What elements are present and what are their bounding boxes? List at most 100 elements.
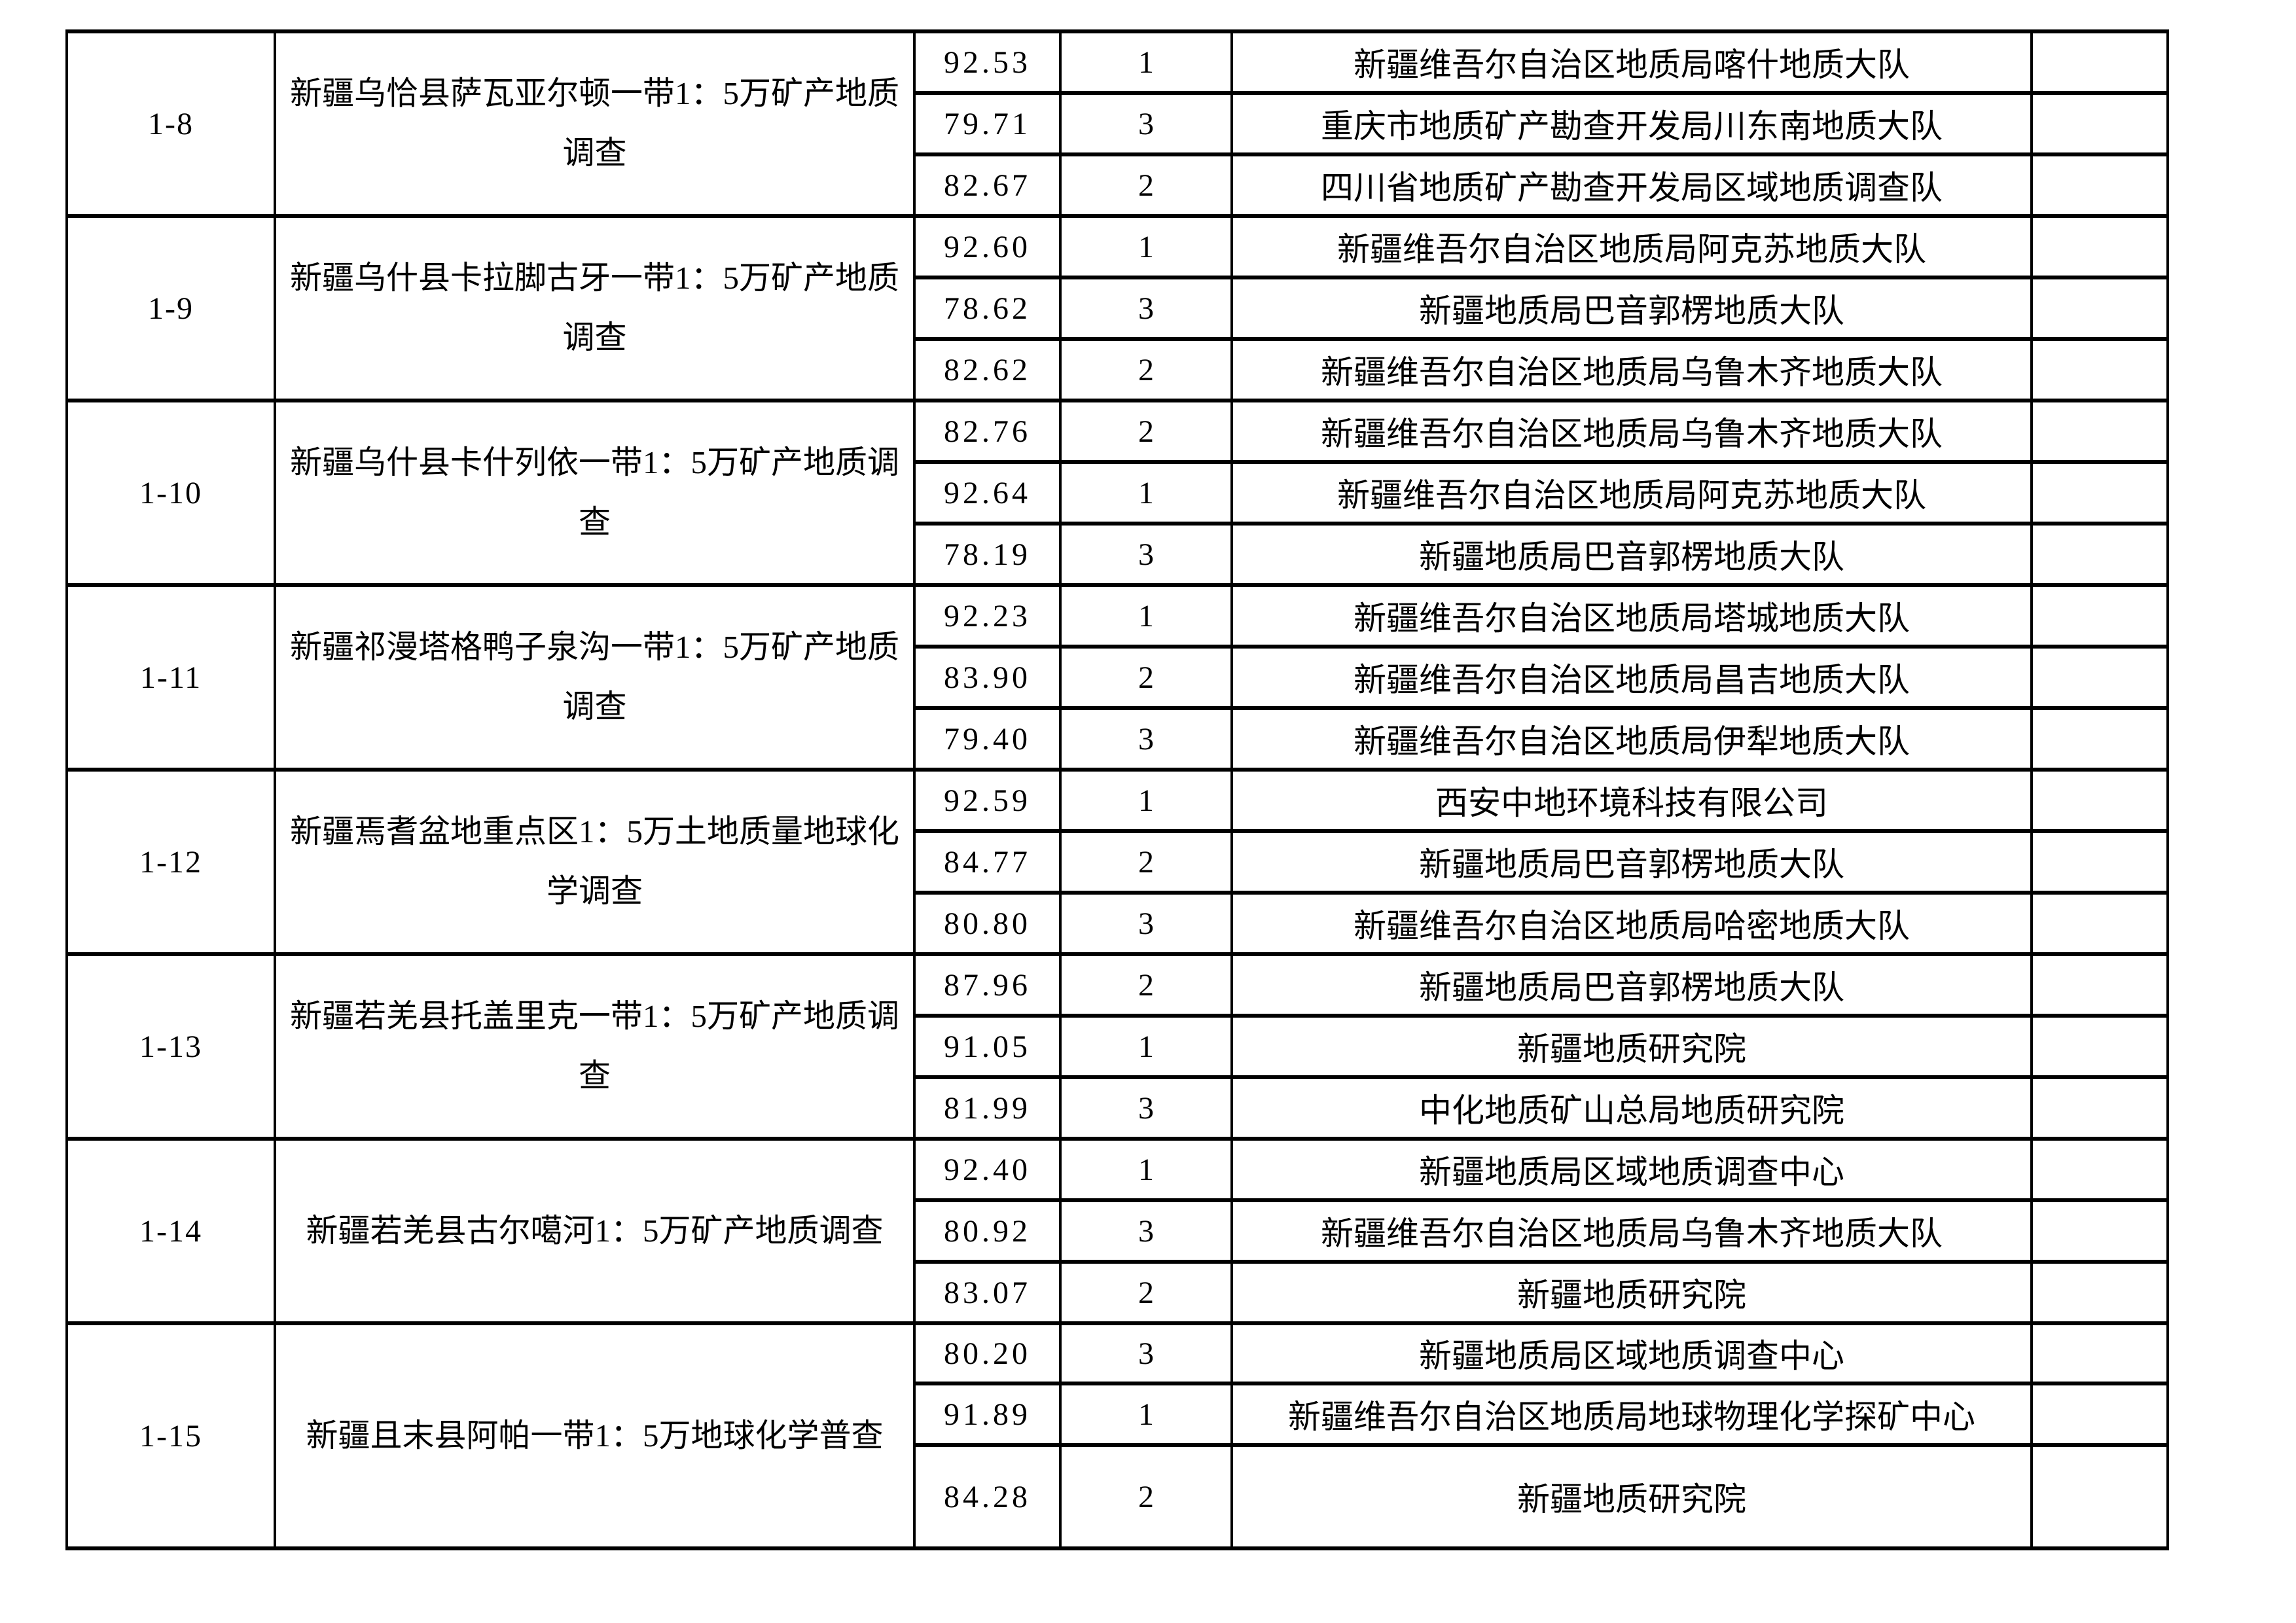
table-row: 79.71 3 重庆市地质矿产勘查开发局川东南地质大队 <box>67 91 2169 156</box>
remark-cell <box>2030 29 2169 95</box>
rank-cell: 1 <box>1059 460 1233 526</box>
table-row: 83.90 2 新疆维吾尔自治区地质局昌吉地质大队 <box>67 645 2169 710</box>
remark-cell <box>2030 522 2169 587</box>
rank-cell: 2 <box>1059 645 1233 710</box>
table-row: 91.89 1 新疆维吾尔自治区地质局地球物理化学探矿中心 <box>67 1382 2169 1447</box>
rank-cell: 3 <box>1059 276 1233 341</box>
remark-cell <box>2030 1198 2169 1264</box>
score-cell: 92.64 <box>913 460 1062 526</box>
table-row: 79.40 3 新疆维吾尔自治区地质局伊犁地质大队 <box>67 706 2169 772</box>
organization-cell: 新疆维吾尔自治区地质局昌吉地质大队 <box>1230 645 2033 710</box>
rank-cell: 1 <box>1059 1014 1233 1079</box>
score-cell: 91.89 <box>913 1382 1062 1447</box>
score-cell: 79.40 <box>913 706 1062 772</box>
table-row: 1-14 新疆若羌县古尔噶河1：5万矿产地质调查 92.40 1 新疆地质局区域… <box>65 1137 2169 1325</box>
table-row: 92.64 1 新疆维吾尔自治区地质局阿克苏地质大队 <box>67 460 2169 526</box>
score-cell: 91.05 <box>913 1014 1062 1079</box>
project-id-cell: 1-12 <box>65 768 276 956</box>
score-cell: 83.07 <box>913 1260 1062 1325</box>
table-row: 84.28 2 新疆地质研究院 <box>67 1443 2169 1550</box>
remark-cell <box>2030 152 2169 218</box>
remark-cell <box>2030 583 2169 649</box>
project-name-cell: 新疆若羌县古尔噶河1：5万矿产地质调查 <box>274 1137 916 1325</box>
score-cell: 92.59 <box>913 768 1062 833</box>
organization-cell: 新疆地质研究院 <box>1230 1443 2033 1550</box>
remark-cell <box>2030 768 2169 833</box>
rank-cell: 3 <box>1059 522 1233 587</box>
organization-cell: 新疆维吾尔自治区地质局哈密地质大队 <box>1230 891 2033 956</box>
project-name-cell: 新疆乌恰县萨瓦亚尔顿一带1：5万矿产地质调查 <box>274 29 916 218</box>
score-cell: 79.71 <box>913 91 1062 156</box>
table-row: 78.62 3 新疆地质局巴音郭楞地质大队 <box>67 276 2169 341</box>
rank-cell: 2 <box>1059 1260 1233 1325</box>
organization-cell: 新疆维吾尔自治区地质局乌鲁木齐地质大队 <box>1230 399 2033 464</box>
organization-cell: 四川省地质矿产勘查开发局区域地质调查队 <box>1230 152 2033 218</box>
remark-cell <box>2030 214 2169 279</box>
project-id-cell: 1-10 <box>65 399 276 587</box>
table-row: 81.99 3 中化地质矿山总局地质研究院 <box>67 1075 2169 1141</box>
organization-cell: 新疆维吾尔自治区地质局乌鲁木齐地质大队 <box>1230 1198 2033 1264</box>
project-name-cell: 新疆祁漫塔格鸭子泉沟一带1：5万矿产地质调查 <box>274 583 916 772</box>
rank-cell: 3 <box>1059 1198 1233 1264</box>
table-row: 1-10 新疆乌什县卡什列依一带1：5万矿产地质调查 82.76 2 新疆维吾尔… <box>65 399 2169 587</box>
rank-cell: 3 <box>1059 1075 1233 1141</box>
table-row: 1-8 新疆乌恰县萨瓦亚尔顿一带1：5万矿产地质调查 92.53 1 新疆维吾尔… <box>65 29 2169 218</box>
remark-cell <box>2030 1382 2169 1447</box>
rank-cell: 2 <box>1059 337 1233 402</box>
remark-cell <box>2030 399 2169 464</box>
remark-cell <box>2030 337 2169 402</box>
project-id-cell: 1-14 <box>65 1137 276 1325</box>
rank-cell: 3 <box>1059 91 1233 156</box>
score-cell: 84.28 <box>913 1443 1062 1550</box>
remark-cell <box>2030 91 2169 156</box>
rank-cell: 2 <box>1059 1443 1233 1550</box>
organization-cell: 重庆市地质矿产勘查开发局川东南地质大队 <box>1230 91 2033 156</box>
rank-cell: 1 <box>1059 1137 1233 1202</box>
table-row: 80.92 3 新疆维吾尔自治区地质局乌鲁木齐地质大队 <box>67 1198 2169 1264</box>
remark-cell <box>2030 460 2169 526</box>
remark-cell <box>2030 891 2169 956</box>
project-name-cell: 新疆焉耆盆地重点区1：5万土地质量地球化学调查 <box>274 768 916 956</box>
organization-cell: 新疆地质局巴音郭楞地质大队 <box>1230 952 2033 1018</box>
table-row: 78.19 3 新疆地质局巴音郭楞地质大队 <box>67 522 2169 587</box>
organization-cell: 新疆维吾尔自治区地质局地球物理化学探矿中心 <box>1230 1382 2033 1447</box>
rank-cell: 2 <box>1059 829 1233 895</box>
organization-cell: 新疆地质局区域地质调查中心 <box>1230 1321 2033 1385</box>
score-cell: 82.62 <box>913 337 1062 402</box>
organization-cell: 新疆维吾尔自治区地质局乌鲁木齐地质大队 <box>1230 337 2033 402</box>
remark-cell <box>2030 1014 2169 1079</box>
project-name-cell: 新疆且末县阿帕一带1：5万地球化学普查 <box>274 1321 916 1550</box>
rank-cell: 3 <box>1059 706 1233 772</box>
project-name-cell: 新疆乌什县卡拉脚古牙一带1：5万矿产地质调查 <box>274 214 916 402</box>
organization-cell: 新疆地质局区域地质调查中心 <box>1230 1137 2033 1202</box>
organization-cell: 新疆地质局巴音郭楞地质大队 <box>1230 522 2033 587</box>
project-id-cell: 1-15 <box>65 1321 276 1550</box>
score-cell: 92.53 <box>913 29 1062 95</box>
evaluation-table: 1-8 新疆乌恰县萨瓦亚尔顿一带1：5万矿产地质调查 92.53 1 新疆维吾尔… <box>65 29 2169 1550</box>
remark-cell <box>2030 829 2169 895</box>
score-cell: 83.90 <box>913 645 1062 710</box>
organization-cell: 新疆地质局巴音郭楞地质大队 <box>1230 276 2033 341</box>
remark-cell <box>2030 706 2169 772</box>
score-cell: 92.60 <box>913 214 1062 279</box>
project-id-cell: 1-11 <box>65 583 276 772</box>
rank-cell: 1 <box>1059 1382 1233 1447</box>
rank-cell: 2 <box>1059 952 1233 1018</box>
project-name-cell: 新疆乌什县卡什列依一带1：5万矿产地质调查 <box>274 399 916 587</box>
score-cell: 82.67 <box>913 152 1062 218</box>
remark-cell <box>2030 645 2169 710</box>
rank-cell: 2 <box>1059 152 1233 218</box>
project-id-cell: 1-8 <box>65 29 276 218</box>
score-cell: 80.92 <box>913 1198 1062 1264</box>
table-row: 91.05 1 新疆地质研究院 <box>67 1014 2169 1079</box>
score-cell: 80.20 <box>913 1321 1062 1385</box>
table-row: 80.80 3 新疆维吾尔自治区地质局哈密地质大队 <box>67 891 2169 956</box>
table-row: 83.07 2 新疆地质研究院 <box>67 1260 2169 1325</box>
rank-cell: 1 <box>1059 29 1233 95</box>
table-row: 1-15 新疆且末县阿帕一带1：5万地球化学普查 80.20 3 新疆地质局区域… <box>65 1321 2169 1550</box>
score-cell: 80.80 <box>913 891 1062 956</box>
remark-cell <box>2030 1260 2169 1325</box>
organization-cell: 西安中地环境科技有限公司 <box>1230 768 2033 833</box>
score-cell: 92.23 <box>913 583 1062 649</box>
